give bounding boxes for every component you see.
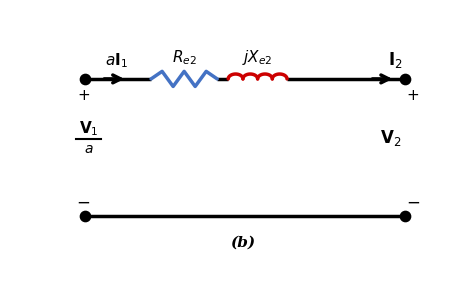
Text: $-$: $-$ (406, 194, 420, 211)
Point (401, 77, 409, 81)
Point (401, 214, 409, 219)
Text: $-$: $-$ (76, 194, 90, 211)
Text: $a$: $a$ (84, 142, 93, 156)
Text: $a\mathbf{I}_1$: $a\mathbf{I}_1$ (105, 52, 128, 71)
Text: $\mathbf{V}_2$: $\mathbf{V}_2$ (380, 128, 401, 148)
Text: $+$: $+$ (406, 88, 419, 103)
Text: $R_{e2}$: $R_{e2}$ (172, 48, 197, 67)
Point (81, 214, 89, 219)
Point (81, 77, 89, 81)
Text: $\mathbf{I}_2$: $\mathbf{I}_2$ (388, 50, 403, 71)
Text: (b): (b) (230, 236, 255, 250)
Text: $\mathbf{V}_1$: $\mathbf{V}_1$ (79, 119, 99, 138)
Text: $jX_{e2}$: $jX_{e2}$ (242, 48, 273, 67)
Text: $+$: $+$ (77, 88, 90, 103)
